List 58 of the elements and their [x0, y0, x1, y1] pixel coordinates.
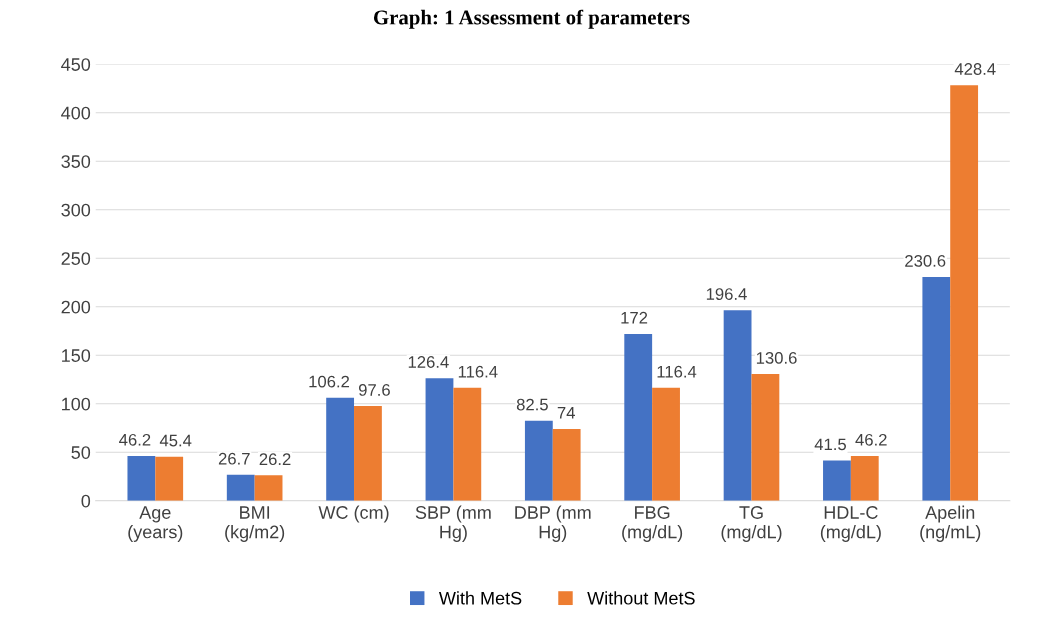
y-tick-label: 100 — [62, 397, 91, 411]
x-tick-label: Apelin (ng/mL) — [920, 505, 981, 542]
bar — [723, 310, 752, 501]
data-label: 116.4 — [657, 365, 697, 378]
bar — [552, 428, 581, 501]
y-tick-label: 450 — [61, 58, 91, 71]
data-label: 130.6 — [756, 352, 797, 364]
bar — [652, 387, 680, 501]
data-label: 196.4 — [706, 288, 747, 300]
bar — [751, 374, 780, 501]
data-label: 126.4 — [408, 356, 449, 368]
data-label: 26.7 — [218, 452, 250, 465]
bar — [254, 475, 283, 501]
x-tick-label: HDL-C (mg/dL) — [820, 506, 881, 542]
x-tick-label: WC (cm) — [318, 505, 389, 523]
legend-label: With MetS — [438, 591, 522, 605]
bar — [425, 378, 454, 501]
data-label: 74 — [557, 407, 575, 419]
y-tick-label: 50 — [71, 446, 91, 459]
bar — [624, 333, 653, 501]
bar — [922, 277, 951, 501]
x-tick-label: FBG (mg/dL) — [622, 506, 683, 542]
y-tick-label: 150 — [62, 349, 91, 362]
data-label: 97.6 — [358, 384, 390, 396]
y-tick-label: 350 — [61, 155, 91, 168]
data-label: 45.4 — [159, 434, 192, 447]
x-tick-label: Age (years) — [128, 506, 183, 542]
data-label: 46.2 — [119, 433, 151, 446]
bar — [226, 474, 255, 501]
data-label: 26.2 — [259, 453, 291, 466]
y-tick-label: 300 — [61, 203, 91, 217]
y-tick-label: 400 — [61, 106, 91, 120]
x-tick-label: SBP (mm Hg) — [415, 505, 491, 542]
y-tick-label: 250 — [61, 252, 91, 265]
data-label: 41.5 — [814, 438, 846, 451]
bar — [127, 455, 156, 501]
legend-label: Without MetS — [587, 591, 695, 605]
y-tick-label: 0 — [81, 494, 91, 508]
data-label: 230.6 — [905, 255, 946, 267]
x-tick-label: BMI (kg/m2) — [225, 506, 285, 542]
bar — [823, 460, 851, 501]
bar — [326, 397, 355, 501]
bar — [524, 420, 553, 501]
bar — [155, 456, 184, 501]
bar — [950, 85, 979, 501]
data-label: 172 — [621, 311, 648, 324]
data-label: 116.4 — [458, 365, 498, 378]
data-label: 428.4 — [954, 63, 996, 75]
data-label: 82.5 — [516, 398, 548, 411]
x-tick-label: TG (mg/dL) — [721, 506, 782, 542]
chart-title: Graph: 1 Assessment of parameters — [373, 9, 690, 29]
bar — [354, 406, 382, 501]
bar — [453, 387, 482, 501]
y-tick-label: 200 — [61, 300, 91, 314]
data-label: 106.2 — [309, 375, 350, 388]
bar — [850, 455, 879, 501]
data-label: 46.2 — [855, 433, 887, 446]
x-tick-label: DBP (mm Hg) — [515, 505, 591, 542]
